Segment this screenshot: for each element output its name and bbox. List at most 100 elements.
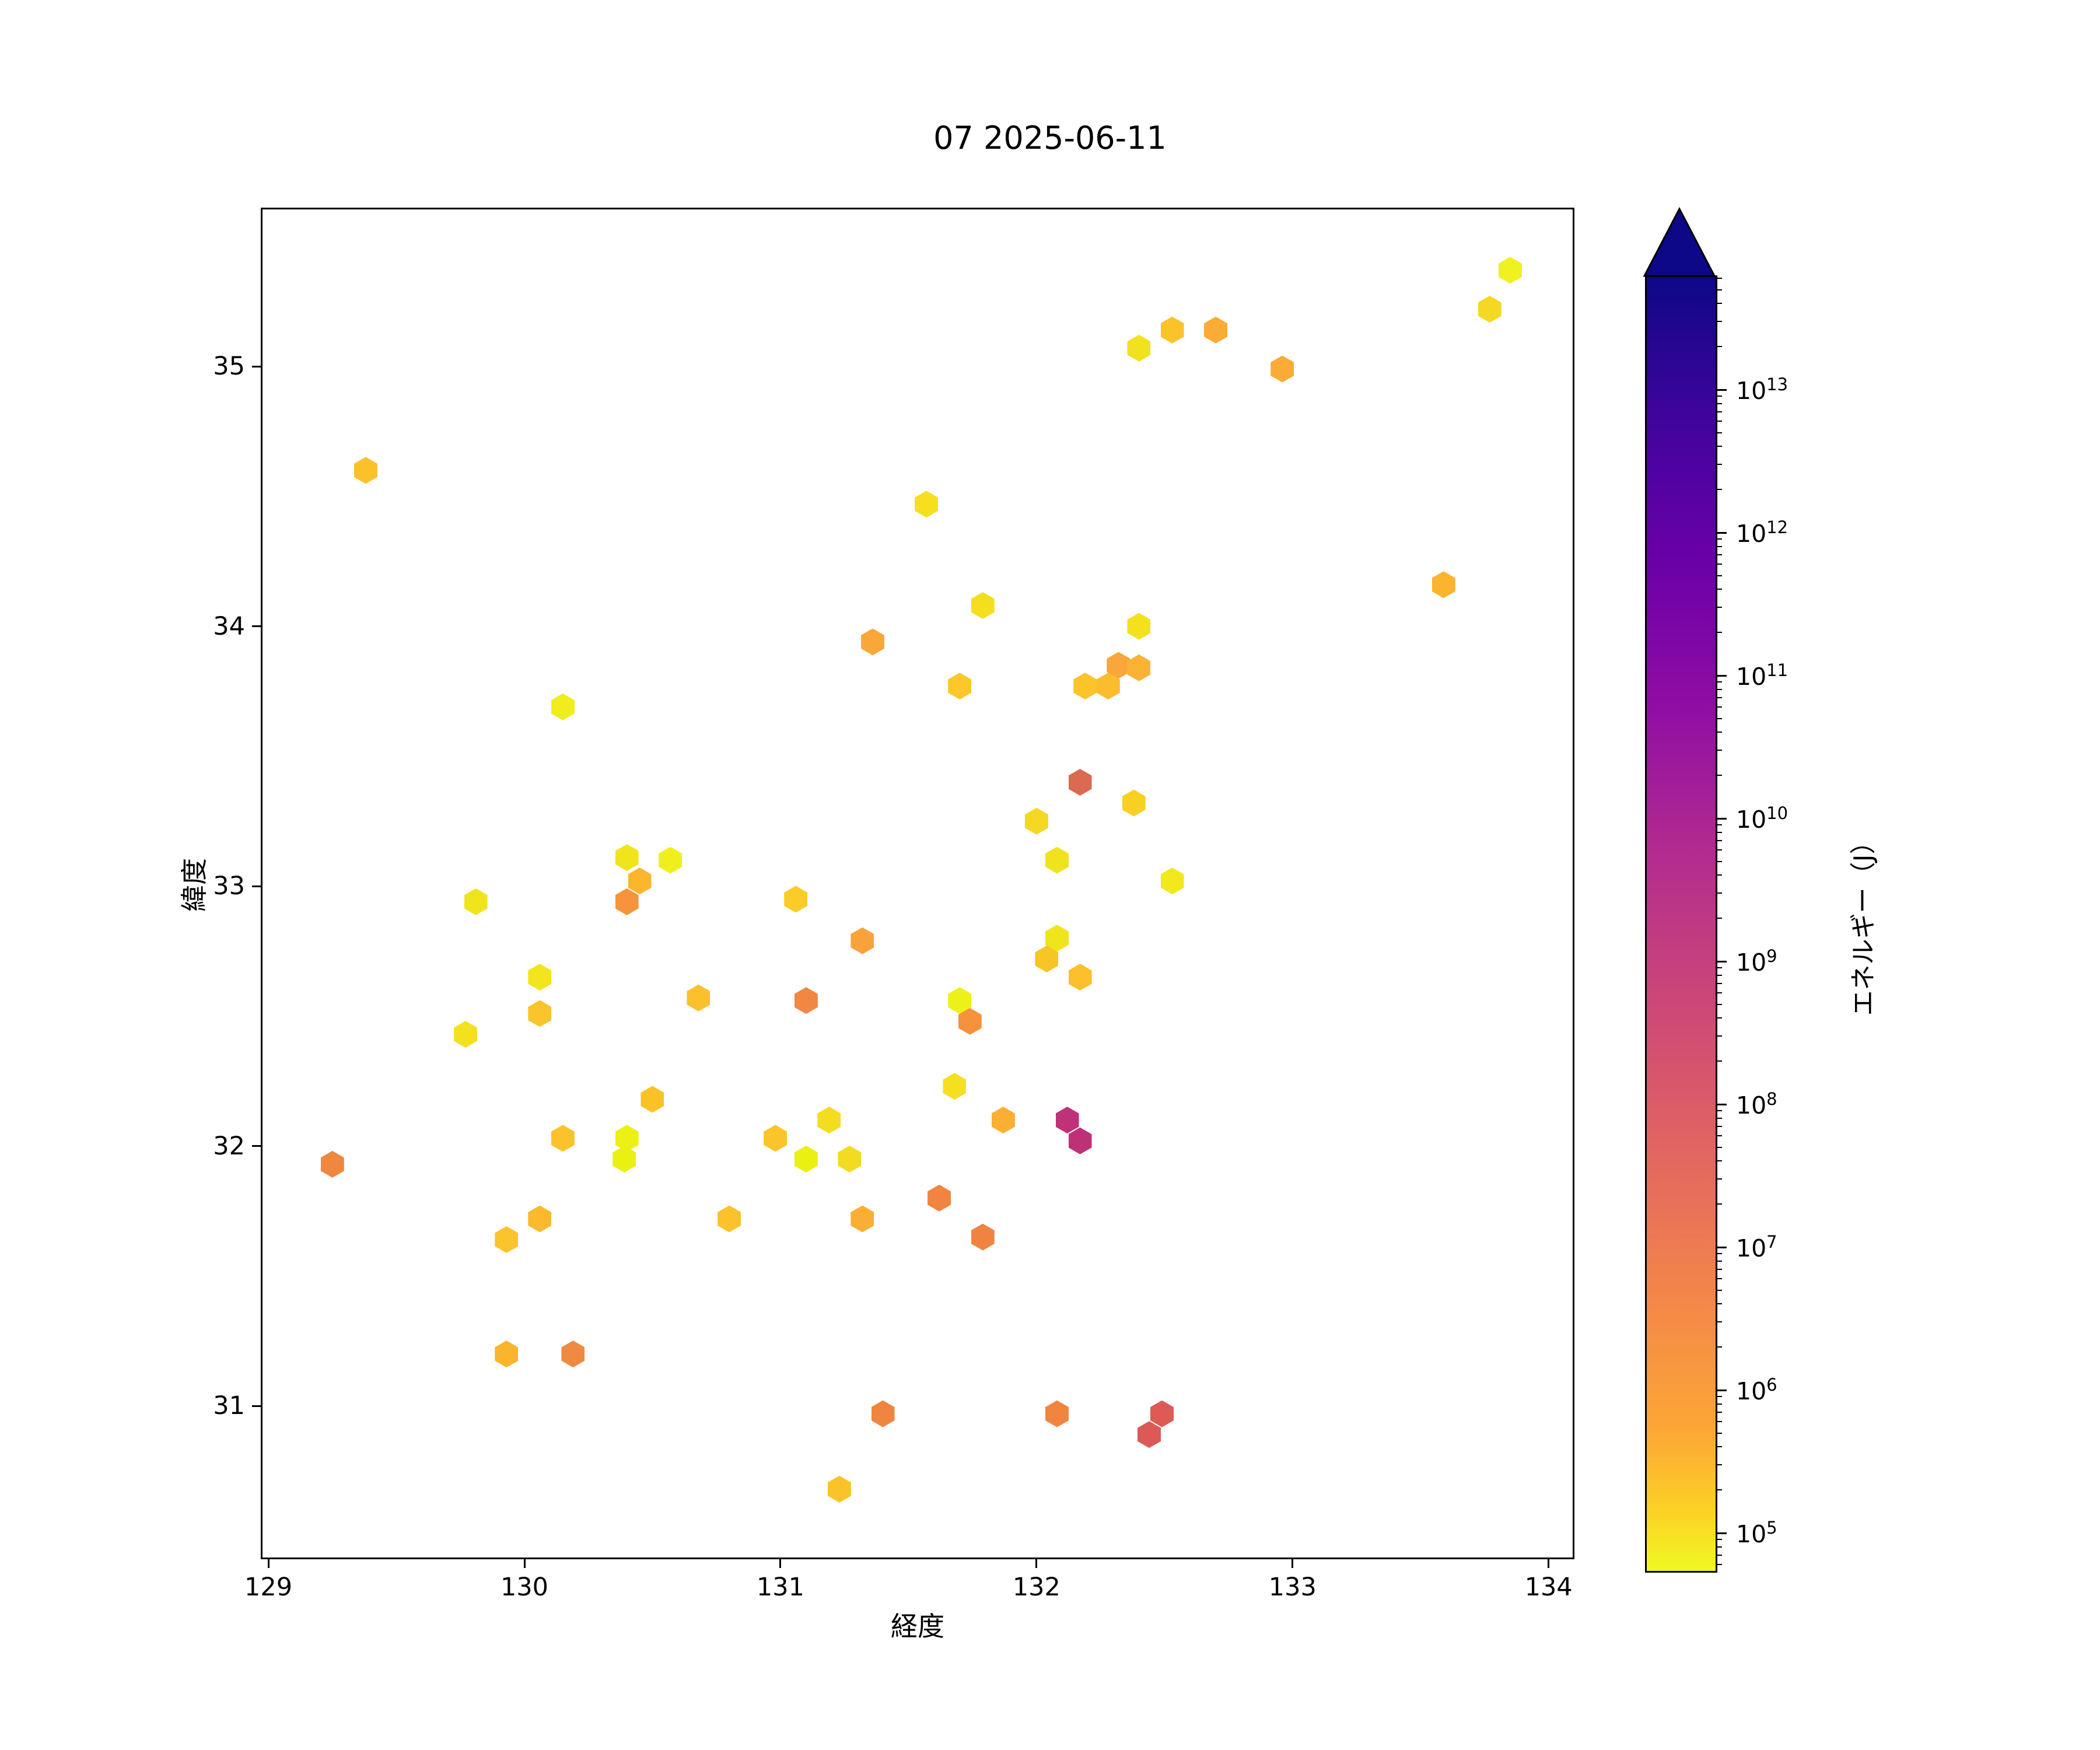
plot-area xyxy=(262,209,1573,1558)
scatter-point xyxy=(1045,1400,1069,1427)
scatter-point xyxy=(915,491,939,518)
colorbar-minor-tick-mark xyxy=(1716,1146,1722,1148)
colorbar-minor-tick-mark xyxy=(1716,849,1722,851)
scatter-point xyxy=(794,1145,818,1172)
colorbar-minor-tick-mark xyxy=(1716,967,1722,969)
colorbar-minor-tick-mark xyxy=(1716,1035,1722,1037)
colorbar-minor-tick-mark xyxy=(1716,1178,1722,1180)
scatter-point xyxy=(827,1475,851,1503)
x-tick-label: 132 xyxy=(1012,1573,1060,1602)
scatter-point xyxy=(1024,807,1048,835)
scatter-point xyxy=(464,888,488,915)
scatter-point xyxy=(794,987,818,1014)
colorbar-minor-tick-mark xyxy=(1716,545,1722,547)
chart-title: 07 2025-06-11 xyxy=(933,120,1167,156)
scatter-point xyxy=(659,846,682,874)
scatter-point xyxy=(528,1205,552,1233)
colorbar-minor-tick-mark xyxy=(1716,1446,1722,1448)
scatter-point xyxy=(784,886,808,913)
colorbar-minor-tick-mark xyxy=(1716,278,1722,279)
x-axis-label: 経度 xyxy=(891,1611,944,1642)
scatter-point xyxy=(1270,355,1294,383)
colorbar-minor-tick-mark xyxy=(1716,860,1722,862)
scatter-point xyxy=(850,1205,874,1233)
colorbar-minor-tick-mark xyxy=(1716,1253,1722,1255)
colorbar-minor-tick-mark xyxy=(1716,892,1722,894)
colorbar-minor-tick-mark xyxy=(1716,718,1722,719)
scatter-point xyxy=(640,1086,664,1113)
colorbar-minor-tick-mark xyxy=(1716,1135,1722,1137)
scatter-point xyxy=(1068,1127,1092,1154)
y-tick-label: 33 xyxy=(213,872,245,901)
colorbar-minor-tick-mark xyxy=(1716,1464,1722,1466)
y-tick-mark xyxy=(252,1145,262,1147)
colorbar-minor-tick-mark xyxy=(1716,589,1722,590)
colorbar-minor-tick-mark xyxy=(1716,554,1722,555)
colorbar-tick-label: 1010 xyxy=(1736,803,1788,834)
colorbar-tick-label: 107 xyxy=(1736,1232,1777,1262)
colorbar-tick-label: 106 xyxy=(1736,1375,1777,1405)
colorbar-minor-tick-mark xyxy=(1716,874,1722,876)
colorbar-minor-tick-mark xyxy=(1716,696,1722,698)
colorbar-minor-tick-mark xyxy=(1716,1396,1722,1398)
colorbar-minor-tick-mark xyxy=(1716,706,1722,708)
colorbar-minor-tick-mark xyxy=(1716,575,1722,576)
colorbar-tick-mark xyxy=(1716,817,1727,820)
y-axis-label: 緯度 xyxy=(178,858,210,912)
colorbar-minor-tick-mark xyxy=(1716,839,1722,841)
colorbar-minor-tick-mark xyxy=(1716,1546,1722,1548)
colorbar-minor-tick-mark xyxy=(1716,992,1722,994)
colorbar-minor-tick-mark xyxy=(1716,1346,1722,1348)
scatter-point xyxy=(850,927,874,954)
colorbar-minor-tick-mark xyxy=(1716,432,1722,433)
scatter-point xyxy=(495,1340,519,1368)
scatter-point xyxy=(1160,316,1184,344)
colorbar-minor-tick-mark xyxy=(1716,681,1722,683)
scatter-point xyxy=(860,628,884,656)
colorbar-minor-tick-mark xyxy=(1716,750,1722,751)
scatter-point xyxy=(838,1145,862,1172)
scatter-point xyxy=(1160,867,1184,895)
colorbar-minor-tick-mark xyxy=(1716,831,1722,833)
y-tick-mark xyxy=(252,365,262,368)
x-tick-label: 134 xyxy=(1524,1573,1573,1602)
scatter-point xyxy=(764,1125,788,1152)
scatter-point xyxy=(551,693,575,720)
scatter-point xyxy=(551,1125,575,1152)
scatter-point xyxy=(871,1400,895,1427)
x-tick-mark xyxy=(267,1558,270,1568)
colorbar-minor-tick-mark xyxy=(1716,402,1722,404)
colorbar-minor-tick-mark xyxy=(1716,688,1722,690)
colorbar-minor-tick-mark xyxy=(1716,1160,1722,1162)
colorbar-minor-tick-mark xyxy=(1716,632,1722,634)
colorbar-tick-label: 108 xyxy=(1736,1089,1777,1119)
scatter-point xyxy=(928,1184,951,1212)
scatter-point xyxy=(1068,964,1092,991)
y-tick-label: 31 xyxy=(213,1391,245,1421)
y-tick-mark xyxy=(252,885,262,887)
y-tick-label: 35 xyxy=(213,352,245,382)
colorbar-minor-tick-mark xyxy=(1716,1289,1722,1291)
colorbar-minor-tick-mark xyxy=(1716,1554,1722,1556)
scatter-point xyxy=(1068,768,1092,796)
scatter-point xyxy=(528,964,552,991)
colorbar-minor-tick-mark xyxy=(1716,974,1722,976)
colorbar-tick-mark xyxy=(1716,1532,1727,1534)
colorbar-minor-tick-mark xyxy=(1716,1564,1722,1566)
scatter-point xyxy=(1127,334,1151,362)
colorbar-minor-tick-mark xyxy=(1716,732,1722,733)
colorbar-tick-mark xyxy=(1716,531,1727,534)
scatter-point xyxy=(1055,1107,1079,1134)
colorbar-tick-label: 109 xyxy=(1736,946,1777,977)
colorbar-minor-tick-mark xyxy=(1716,1411,1722,1413)
colorbar-minor-tick-mark xyxy=(1716,446,1722,447)
scatter-point xyxy=(971,592,995,619)
colorbar-minor-tick-mark xyxy=(1716,1403,1722,1405)
y-tick-mark xyxy=(252,625,262,628)
colorbar-minor-tick-mark xyxy=(1716,321,1722,323)
scatter-point xyxy=(1150,1400,1174,1427)
colorbar-tick-mark xyxy=(1716,1103,1727,1105)
x-tick-label: 131 xyxy=(756,1573,804,1602)
scatter-point xyxy=(1138,1421,1161,1448)
